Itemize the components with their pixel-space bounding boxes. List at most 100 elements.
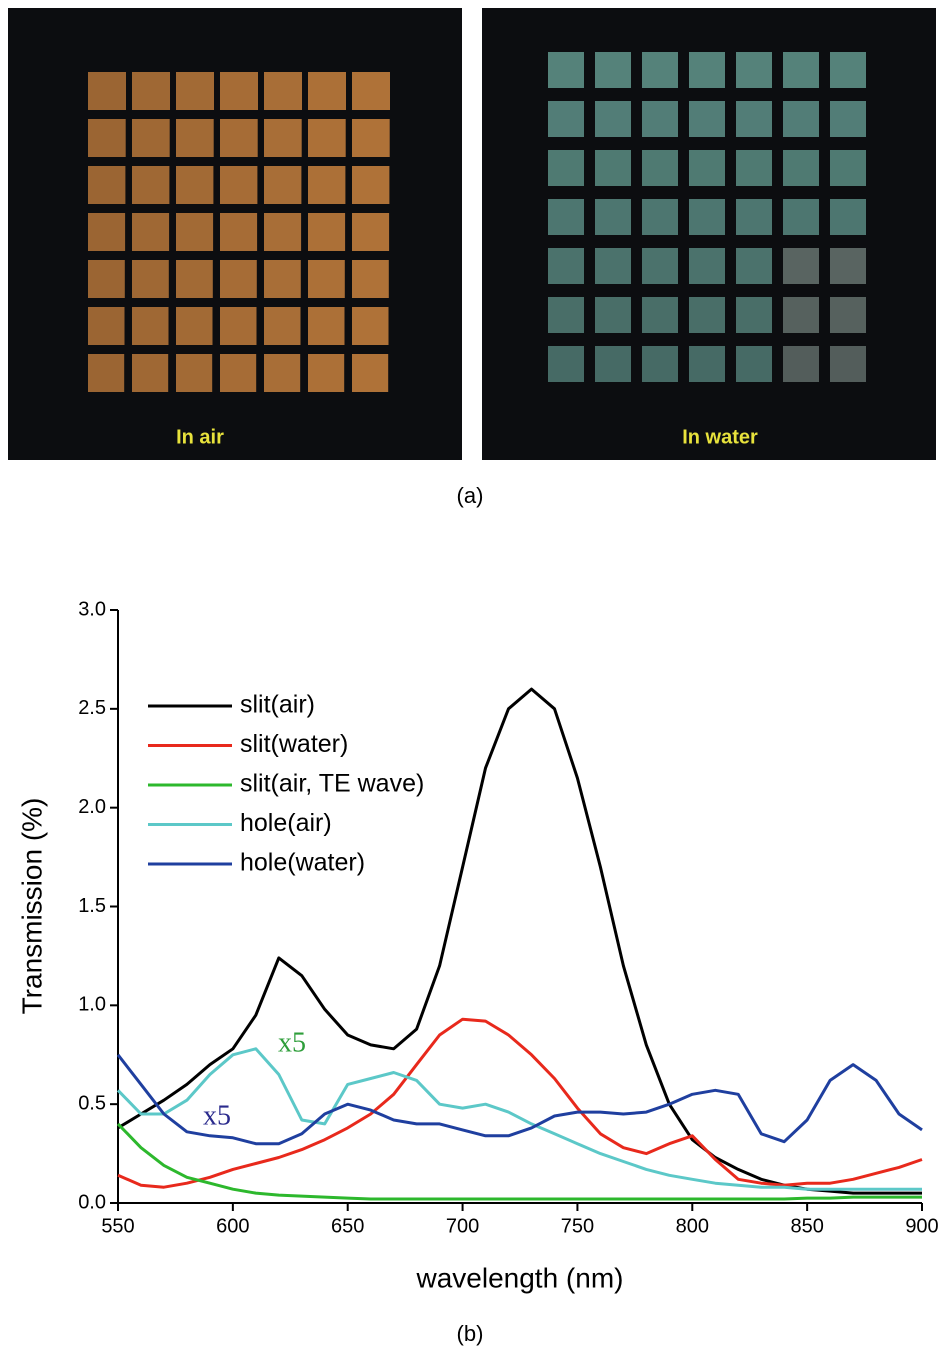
square: [830, 150, 866, 186]
square: [689, 346, 725, 382]
square: [783, 52, 819, 88]
square: [783, 346, 819, 382]
x-tick-label: 650: [331, 1215, 364, 1237]
square: [264, 213, 302, 251]
y-tick-label: 1.0: [78, 994, 106, 1016]
square: [220, 72, 258, 110]
square: [352, 119, 390, 157]
square: [595, 248, 631, 284]
square: [220, 213, 258, 251]
square: [308, 307, 345, 345]
square: [132, 72, 170, 110]
x-axis-title: wavelength (nm): [416, 1262, 624, 1293]
square: [595, 150, 631, 186]
square: [830, 346, 866, 382]
square: [352, 260, 389, 298]
annotation: x5: [278, 1027, 306, 1058]
square: [220, 307, 257, 345]
square: [264, 260, 301, 298]
square: [736, 346, 772, 382]
photo-label: In water: [682, 426, 758, 448]
square: [220, 260, 257, 298]
square: [736, 101, 772, 137]
square: [308, 166, 346, 204]
square: [176, 119, 214, 157]
square: [264, 166, 302, 204]
square: [642, 346, 678, 382]
square: [308, 119, 346, 157]
square: [132, 166, 170, 204]
y-tick-label: 1.5: [78, 895, 106, 917]
x-tick-label: 800: [676, 1215, 709, 1237]
series-line: [116, 1122, 922, 1201]
square: [548, 150, 584, 186]
x-tick-label: 750: [561, 1215, 594, 1237]
square: [352, 72, 390, 110]
square: [736, 248, 772, 284]
series-line: [116, 1047, 922, 1191]
square: [264, 119, 302, 157]
photo-label: In air: [176, 426, 224, 448]
y-tick-label: 2.0: [78, 796, 106, 818]
square: [548, 346, 584, 382]
square: [352, 354, 389, 392]
square: [132, 119, 170, 157]
square: [176, 213, 214, 251]
square: [264, 354, 301, 392]
square: [308, 260, 345, 298]
square: [88, 166, 126, 204]
square: [830, 199, 866, 235]
y-tick-label: 2.5: [78, 697, 106, 719]
square: [88, 354, 125, 392]
square: [132, 260, 169, 298]
square: [689, 150, 725, 186]
series-line: [116, 1053, 923, 1146]
square: [830, 101, 866, 137]
square: [830, 297, 866, 333]
x-tick-label: 850: [790, 1215, 823, 1237]
panel-label: (a): [457, 483, 484, 508]
square: [176, 72, 214, 110]
square: [548, 101, 584, 137]
square: [132, 354, 169, 392]
x-tick-label: 900: [905, 1215, 938, 1237]
square: [642, 150, 678, 186]
legend-label: slit(air, TE wave): [240, 770, 424, 798]
square: [689, 297, 725, 333]
photo-squares: [88, 52, 866, 392]
square: [308, 72, 346, 110]
square: [595, 346, 631, 382]
x-tick-label: 700: [446, 1215, 479, 1237]
square: [548, 248, 584, 284]
annotation: x5: [203, 1100, 231, 1131]
square: [736, 199, 772, 235]
square: [830, 52, 866, 88]
square: [689, 199, 725, 235]
square: [88, 213, 126, 251]
square: [783, 101, 819, 137]
square: [308, 213, 346, 251]
square: [176, 166, 214, 204]
square: [264, 307, 301, 345]
square: [595, 297, 631, 333]
y-tick-label: 0.5: [78, 1092, 106, 1114]
square: [88, 307, 125, 345]
square: [220, 166, 258, 204]
square: [689, 101, 725, 137]
square: [176, 307, 213, 345]
square: [308, 354, 345, 392]
square: [132, 213, 170, 251]
y-tick-label: 0.0: [78, 1191, 106, 1213]
legend-label: hole(water): [240, 849, 365, 877]
square: [264, 72, 302, 110]
square: [642, 297, 678, 333]
legend-label: slit(air): [240, 691, 315, 719]
square: [176, 260, 213, 298]
square: [352, 213, 390, 251]
x-tick-label: 550: [101, 1215, 134, 1237]
square: [736, 297, 772, 333]
square: [642, 101, 678, 137]
square: [88, 72, 126, 110]
